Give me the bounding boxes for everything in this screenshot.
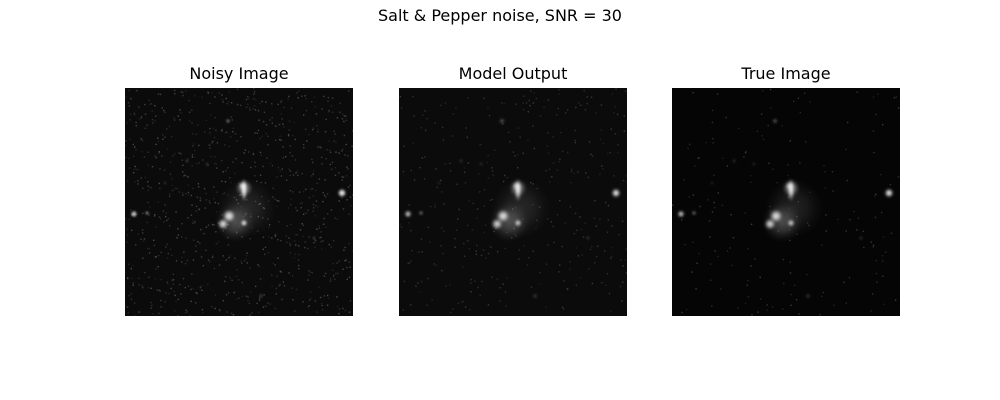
bright-spot: [805, 293, 811, 299]
bright-spot: [691, 210, 697, 216]
bright-streak: [787, 178, 795, 202]
bright-spot: [163, 181, 167, 185]
bright-spot: [459, 159, 463, 163]
bright-spot: [479, 162, 483, 166]
bright-spot: [859, 236, 863, 240]
bright-spot: [611, 188, 621, 198]
bright-spot: [732, 159, 736, 163]
bright-spot: [130, 210, 138, 218]
bright-spot: [144, 210, 150, 216]
bright-spot: [185, 159, 189, 163]
bright-spot: [258, 293, 264, 299]
bright-streak: [240, 178, 248, 202]
panel-title-true: True Image: [741, 64, 831, 83]
bright-spot: [225, 118, 231, 124]
bright-spot: [217, 178, 277, 238]
bright-spot: [772, 118, 778, 124]
bright-spot: [312, 236, 316, 240]
bright-spot: [884, 188, 894, 198]
bright-spots: [404, 118, 621, 299]
bright-spot: [205, 162, 209, 166]
bright-spot: [491, 178, 551, 238]
bright-spot: [710, 181, 714, 185]
model-output-image: [399, 88, 627, 316]
bright-streak: [514, 178, 522, 202]
panel-title-noisy: Noisy Image: [189, 64, 289, 83]
bright-spot: [752, 162, 756, 166]
bright-spot: [586, 236, 590, 240]
figure-suptitle: Salt & Pepper noise, SNR = 30: [378, 6, 622, 25]
noisy-image: [125, 88, 353, 316]
bright-spot: [337, 188, 347, 198]
bright-spot: [437, 181, 441, 185]
panel-title-output: Model Output: [458, 64, 568, 83]
bright-spot: [677, 210, 685, 218]
noise-speckles: [672, 88, 900, 316]
true-image: [672, 88, 900, 316]
bright-spot: [499, 118, 505, 124]
bright-spot: [532, 293, 538, 299]
bright-spot: [418, 210, 424, 216]
bright-spot: [764, 178, 824, 238]
noise-speckles: [399, 88, 627, 316]
bright-spots: [130, 118, 347, 299]
bright-spot: [404, 210, 412, 218]
bright-spots: [677, 118, 894, 299]
